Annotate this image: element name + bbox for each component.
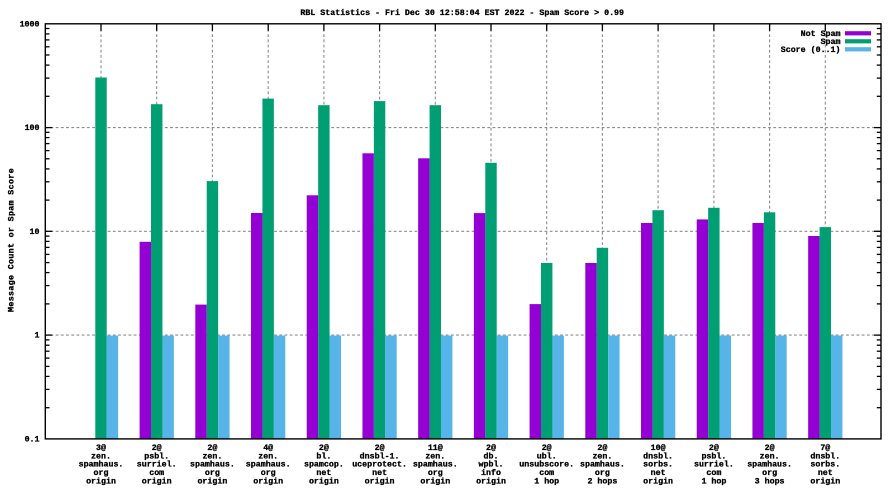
svg-text:1000: 1000 [20, 20, 40, 29]
svg-text:psbl.: psbl. [701, 451, 726, 461]
svg-text:Score (0..1): Score (0..1) [781, 45, 841, 55]
svg-text:uceprotect.: uceprotect. [352, 461, 407, 470]
svg-text:origin: origin [253, 477, 283, 487]
svg-text:sorbs.: sorbs. [643, 460, 673, 470]
svg-text:db.: db. [484, 451, 499, 461]
svg-text:net: net [372, 469, 387, 478]
svg-text:org: org [762, 469, 777, 478]
svg-text:2@: 2@ [542, 443, 552, 453]
svg-text:net: net [651, 469, 666, 478]
svg-text:origin: origin [197, 477, 227, 487]
svg-text:net: net [316, 469, 331, 478]
svg-text:dnsbl.: dnsbl. [643, 451, 673, 461]
svg-text:com: com [539, 469, 554, 478]
svg-text:zen.: zen. [202, 452, 222, 461]
svg-text:Message Count or Spam Score: Message Count or Spam Score [8, 168, 17, 312]
svg-text:org: org [261, 469, 276, 478]
svg-text:zen.: zen. [760, 452, 780, 461]
svg-text:origin: origin [810, 477, 840, 487]
svg-text:2 hops: 2 hops [587, 477, 617, 487]
svg-text:1 hop: 1 hop [534, 477, 559, 487]
svg-text:origin: origin [86, 477, 116, 487]
svg-text:3 hops: 3 hops [755, 477, 785, 487]
svg-text:surriel.: surriel. [137, 460, 177, 470]
svg-text:origin: origin [309, 477, 339, 487]
svg-text:2@: 2@ [319, 443, 329, 453]
svg-text:ubl.: ubl. [537, 451, 557, 461]
svg-text:zen.: zen. [91, 452, 111, 461]
svg-text:unsubscore.: unsubscore. [519, 460, 574, 470]
svg-text:dnsbl-1.: dnsbl-1. [360, 451, 400, 461]
svg-text:0.1: 0.1 [25, 436, 40, 445]
svg-text:surriel.: surriel. [694, 460, 734, 470]
svg-text:dnsbl.: dnsbl. [810, 451, 840, 461]
svg-text:bl.: bl. [316, 451, 331, 461]
svg-text:net: net [818, 469, 833, 478]
svg-text:org: org [205, 469, 220, 478]
svg-text:org: org [428, 469, 443, 478]
svg-text:2@: 2@ [765, 443, 775, 453]
svg-text:psbl.: psbl. [144, 451, 169, 461]
svg-text:10@: 10@ [651, 443, 666, 453]
svg-text:2@: 2@ [597, 443, 607, 453]
svg-text:origin: origin [476, 477, 506, 487]
svg-text:7@: 7@ [820, 443, 830, 453]
svg-text:3@: 3@ [96, 443, 106, 453]
svg-text:wpbl.: wpbl. [479, 460, 504, 470]
svg-text:com: com [706, 469, 721, 478]
svg-text:2@: 2@ [486, 443, 496, 453]
svg-text:zen.: zen. [258, 452, 278, 461]
svg-text:2@: 2@ [152, 443, 162, 453]
svg-text:spamhaus.: spamhaus. [246, 460, 291, 470]
svg-text:11@: 11@ [428, 443, 443, 453]
svg-text:10: 10 [30, 228, 40, 237]
svg-text:Spam: Spam [821, 38, 841, 47]
svg-text:2@: 2@ [207, 443, 217, 453]
svg-text:spamhaus.: spamhaus. [190, 460, 235, 470]
svg-text:spamcop.: spamcop. [304, 461, 344, 470]
svg-text:zen.: zen. [425, 452, 445, 461]
svg-text:spamhaus.: spamhaus. [747, 460, 792, 470]
svg-text:origin: origin [142, 477, 172, 487]
svg-text:2@: 2@ [709, 443, 719, 453]
svg-text:org: org [94, 469, 109, 478]
svg-text:zen.: zen. [592, 452, 612, 461]
svg-text:origin: origin [420, 477, 450, 487]
svg-text:origin: origin [643, 477, 673, 487]
svg-text:spamhaus.: spamhaus. [79, 460, 124, 470]
svg-text:RBL Statistics - Fri Dec 30 12: RBL Statistics - Fri Dec 30 12:58:04 EST… [300, 8, 624, 18]
svg-text:spamhaus.: spamhaus. [580, 460, 625, 470]
svg-text:spamhaus.: spamhaus. [413, 460, 458, 470]
svg-text:sorbs.: sorbs. [810, 460, 840, 470]
svg-text:100: 100 [25, 124, 40, 133]
svg-text:Not Spam: Not Spam [801, 30, 841, 39]
svg-text:4@: 4@ [263, 443, 273, 453]
svg-text:2@: 2@ [375, 443, 385, 453]
svg-text:com: com [149, 469, 164, 478]
svg-text:info: info [481, 468, 501, 478]
svg-text:org: org [595, 469, 610, 478]
svg-text:1: 1 [35, 332, 40, 341]
svg-text:origin: origin [365, 477, 395, 487]
svg-text:1 hop: 1 hop [701, 477, 726, 487]
